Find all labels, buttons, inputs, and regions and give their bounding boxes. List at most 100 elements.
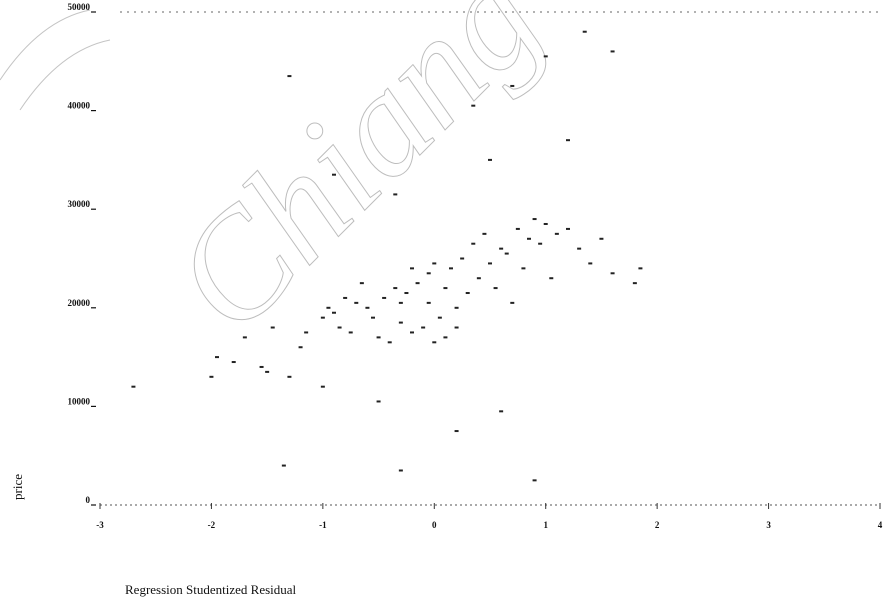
data-point	[215, 356, 219, 359]
x-axis-ticks: -3 -2 -1 0 1 2 3 4	[96, 503, 883, 530]
data-point	[543, 222, 548, 225]
data-point	[476, 277, 481, 280]
data-point	[610, 50, 615, 53]
axes	[100, 11, 880, 506]
data-point	[281, 464, 286, 467]
data-point	[231, 361, 236, 364]
y-tick-label: 40000	[68, 101, 91, 111]
data-point	[543, 55, 548, 58]
x-tick-label: 2	[655, 520, 660, 530]
data-point	[465, 292, 470, 295]
data-point	[549, 277, 554, 280]
data-point	[376, 400, 381, 403]
data-point	[554, 232, 559, 235]
data-point	[632, 282, 637, 285]
data-point	[298, 346, 303, 349]
data-point	[504, 252, 509, 255]
data-point	[638, 267, 643, 270]
data-point	[426, 272, 431, 275]
data-point	[527, 237, 531, 240]
data-point	[387, 341, 392, 344]
watermark-arc	[19, 39, 111, 111]
data-point	[426, 301, 431, 304]
y-axis-ticks: 0 10000 20000 30000 40000 50000	[68, 2, 96, 506]
x-tick-label: 0	[432, 520, 437, 530]
data-point	[410, 331, 414, 334]
data-point	[287, 75, 292, 78]
data-point	[599, 237, 604, 240]
data-point	[532, 218, 537, 221]
data-point	[443, 287, 448, 290]
data-point	[510, 84, 515, 87]
data-point	[320, 385, 325, 388]
data-point	[343, 296, 348, 299]
data-point	[337, 326, 342, 329]
data-point	[398, 469, 403, 472]
data-point	[415, 282, 420, 285]
data-point	[332, 311, 336, 314]
data-point	[488, 158, 492, 161]
data-point	[432, 341, 437, 344]
data-point	[326, 306, 331, 309]
data-points	[131, 30, 643, 482]
data-point	[259, 365, 264, 368]
data-point	[488, 262, 492, 265]
data-point	[348, 331, 353, 334]
data-point	[287, 375, 292, 378]
data-point	[499, 410, 504, 413]
data-point	[432, 262, 437, 265]
data-point	[398, 321, 403, 324]
data-point	[499, 247, 504, 250]
data-point	[131, 385, 136, 388]
data-point	[410, 267, 414, 270]
data-point	[454, 430, 459, 433]
data-point	[437, 316, 442, 319]
data-point	[393, 193, 398, 196]
x-tick-label: -1	[319, 520, 327, 530]
data-point	[566, 139, 570, 142]
x-tick-label: -2	[208, 520, 216, 530]
data-point	[265, 370, 270, 373]
watermark: Chiang	[0, 0, 571, 364]
data-point	[515, 227, 520, 230]
data-point	[398, 301, 403, 304]
data-point	[460, 257, 465, 260]
y-tick-label: 20000	[68, 298, 91, 308]
y-axis-title: price	[10, 474, 25, 500]
x-tick-label: 1	[543, 520, 548, 530]
data-point	[577, 247, 582, 250]
data-point	[532, 479, 537, 482]
x-tick-label: -3	[96, 520, 104, 530]
data-point	[365, 306, 370, 309]
data-point	[482, 232, 487, 235]
y-tick-label: 30000	[68, 199, 91, 209]
data-point	[382, 296, 387, 299]
data-point	[209, 375, 214, 378]
data-point	[471, 104, 476, 107]
data-point	[354, 301, 359, 304]
data-point	[359, 282, 364, 285]
x-tick-label: 3	[766, 520, 771, 530]
data-point	[588, 262, 593, 265]
data-point	[454, 306, 459, 309]
data-point	[270, 326, 275, 329]
y-tick-label: 50000	[68, 2, 91, 12]
data-point	[471, 242, 476, 245]
watermark-text: Chiang	[141, 0, 571, 363]
data-point	[566, 227, 570, 230]
x-tick-label: 4	[878, 520, 883, 530]
data-point	[521, 267, 526, 270]
y-tick-label: 0	[86, 495, 91, 505]
watermark-arc	[0, 9, 91, 81]
data-point	[454, 326, 459, 329]
data-point	[582, 30, 587, 33]
y-tick-label: 10000	[68, 396, 91, 406]
data-point	[443, 336, 448, 339]
data-point	[449, 267, 453, 270]
data-point	[421, 326, 426, 329]
data-point	[393, 287, 398, 290]
data-point	[493, 287, 498, 290]
data-point	[320, 316, 325, 319]
data-point	[510, 301, 515, 304]
